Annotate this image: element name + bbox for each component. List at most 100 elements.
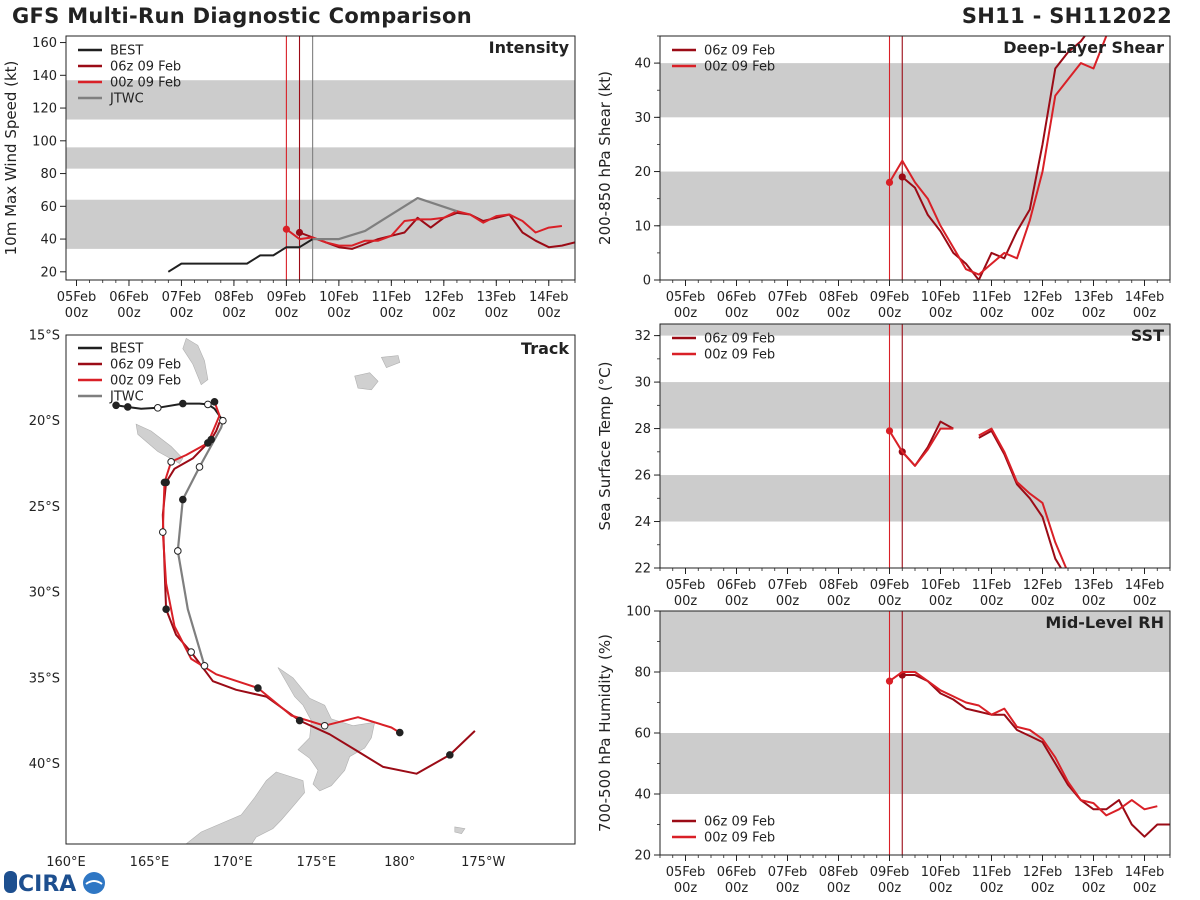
shear-legend-label-1: 00z 09 Feb [704,60,775,75]
cira-logo: CIRA [4,871,105,897]
track-legend-label-2: 00z 09 Feb [110,374,181,389]
intensity-legend-label-1: 06z 09 Feb [110,60,181,75]
intensity-series-3 [312,197,458,241]
track-series-2-point-0 [210,398,219,406]
intensity-band-2 [66,80,575,120]
rh-xtick-label-9: 14Feb 00z [1125,865,1165,896]
sst-band-1 [660,382,1170,429]
sst-xtick-label-2: 07Feb 00z [768,578,808,609]
sst-xtick-label-5: 10Feb 00z [921,578,961,609]
rh-xtick-label-3: 08Feb 00z [819,865,859,896]
intensity-frame [65,35,576,281]
intensity-ytick-label-3: 80 [40,167,57,182]
track-xtick-label-5: 175°W [461,855,505,870]
rh-legend-label-0: 06z 09 Feb [704,815,775,830]
shear-ylabel: 200-850 hPa Shear (kt) [596,71,614,245]
track-ytick-label-2: 25°S [29,500,60,515]
sst-panel: 22 24 26 28 30 32 05Feb 00z 06Feb 00z 07Feb 00z 08Fe… [596,323,1171,609]
rh-ytick-label-2: 60 [634,727,651,742]
rh-ytick-label-4: 100 [626,605,651,620]
intensity-band-1 [66,147,575,169]
intensity-ytick-label-6: 140 [32,69,57,84]
shear-ytick-label-0: 0 [643,274,651,289]
rh-xtick-label-0: 05Feb 00z [666,865,706,896]
track-series-0-point-1 [123,403,132,411]
rh-panel: 20 40 60 80 100 05Feb 00z 06Feb 00z 07Feb 00z 08Feb… [596,605,1171,896]
rh-xtick-label-2: 07Feb 00z [768,865,808,896]
shear-band-1 [660,63,1170,118]
track-series-3-point-3 [179,495,187,504]
track-series-1-point-14 [295,716,304,725]
intensity-panel: 20 40 60 80 100 120 140 160 05Feb 00z 06Feb 00z 07Fe… [2,35,576,321]
logo-c-shape [4,871,17,893]
sst-band-0 [660,475,1170,522]
sst-ytick-label-3: 28 [634,422,651,437]
track-legend-label-0: BEST [110,342,143,357]
shear-xtick-label-8: 13Feb 00z [1074,290,1114,321]
intensity-ytick-label-4: 100 [32,134,57,149]
sst-xtick-label-4: 09Feb 00z [870,578,910,609]
chatham-land [454,826,466,835]
rh-series-1-start-point [885,677,894,685]
shear-xtick-label-6: 11Feb 00z [972,290,1012,321]
intensity-series-1 [299,211,575,250]
north-island-land [277,667,376,792]
intensity-xtick-label-5: 10Feb 00z [319,290,359,321]
shear-ytick-label-3: 30 [634,111,651,126]
sst-xtick-label-6: 11Feb 00z [972,578,1012,609]
new-caledonia-land [135,423,184,464]
fiji-land [354,372,379,391]
intensity-xtick-label-9: 14Feb 00z [529,290,569,321]
shear-xtick-label-7: 12Feb 00z [1023,290,1063,321]
sst-series-1-start-point [885,427,894,435]
shear-ytick-label-1: 10 [634,219,651,234]
rh-legend-label-1: 00z 09 Feb [704,831,775,846]
track-series-3-point-2 [195,463,204,471]
track-ytick-label-3: 30°S [29,586,60,601]
track-ytick-label-1: 20°S [29,414,60,429]
shear-xtick-label-3: 08Feb 00z [819,290,859,321]
intensity-xtick-label-1: 06Feb 00z [109,290,149,321]
shear-series-0 [901,36,1086,280]
fiji-land-north [380,355,401,368]
rh-series-1 [888,671,1158,817]
track-series-2-point-3 [204,439,212,447]
track-frame [65,334,576,845]
intensity-series-2 [285,210,563,247]
intensity-legend-label-0: BEST [110,44,143,59]
track-ytick-label-4: 35°S [29,671,60,686]
sst-xtick-label-7: 12Feb 00z [1023,578,1063,609]
sst-xtick-label-3: 08Feb 00z [819,578,859,609]
sst-ytick-label-1: 24 [634,515,651,530]
rh-xtick-label-6: 11Feb 00z [972,865,1012,896]
intensity-legend-label-2: 00z 09 Feb [110,76,181,91]
rh-ytick-label-0: 20 [634,849,651,864]
track-series-1-point-10 [187,648,195,656]
track-series-3-point-6 [200,661,209,670]
shear-legend-label-0: 06z 09 Feb [704,44,775,59]
sst-title: SST [1131,326,1164,345]
sst-legend-label-0: 06z 09 Feb [704,332,775,347]
sst-plot-area [660,324,1170,568]
track-legend-label-1: 06z 09 Feb [110,358,181,373]
track-legend-label-3: JTWC [109,390,144,405]
shear-xtick-label-4: 09Feb 00z [870,290,910,321]
rh-ytick-label-3: 80 [634,666,651,681]
vanuatu-land [182,337,209,386]
track-xtick-label-0: 160°E [46,855,86,870]
shear-band-0 [660,171,1170,226]
intensity-xtick-label-3: 08Feb 00z [214,290,254,321]
rh-ylabel: 700-500 hPa Humidity (%) [596,634,614,832]
intensity-series-2-start-point [282,225,290,233]
sst-xtick-label-8: 13Feb 00z [1074,578,1114,609]
intensity-ytick-label-7: 160 [32,36,57,51]
page-title: GFS Multi-Run Diagnostic Comparison [12,4,472,28]
shear-xtick-label-9: 14Feb 00z [1125,290,1165,321]
intensity-title: Intensity [489,38,570,57]
rh-xtick-label-7: 12Feb 00z [1023,865,1063,896]
track-xtick-label-3: 175°E [297,855,337,870]
track-series-0-point-4 [179,399,187,408]
intensity-ytick-label-5: 120 [32,102,57,117]
sst-legend-label-1: 00z 09 Feb [704,348,775,363]
intensity-legend-label-3: JTWC [109,92,144,107]
